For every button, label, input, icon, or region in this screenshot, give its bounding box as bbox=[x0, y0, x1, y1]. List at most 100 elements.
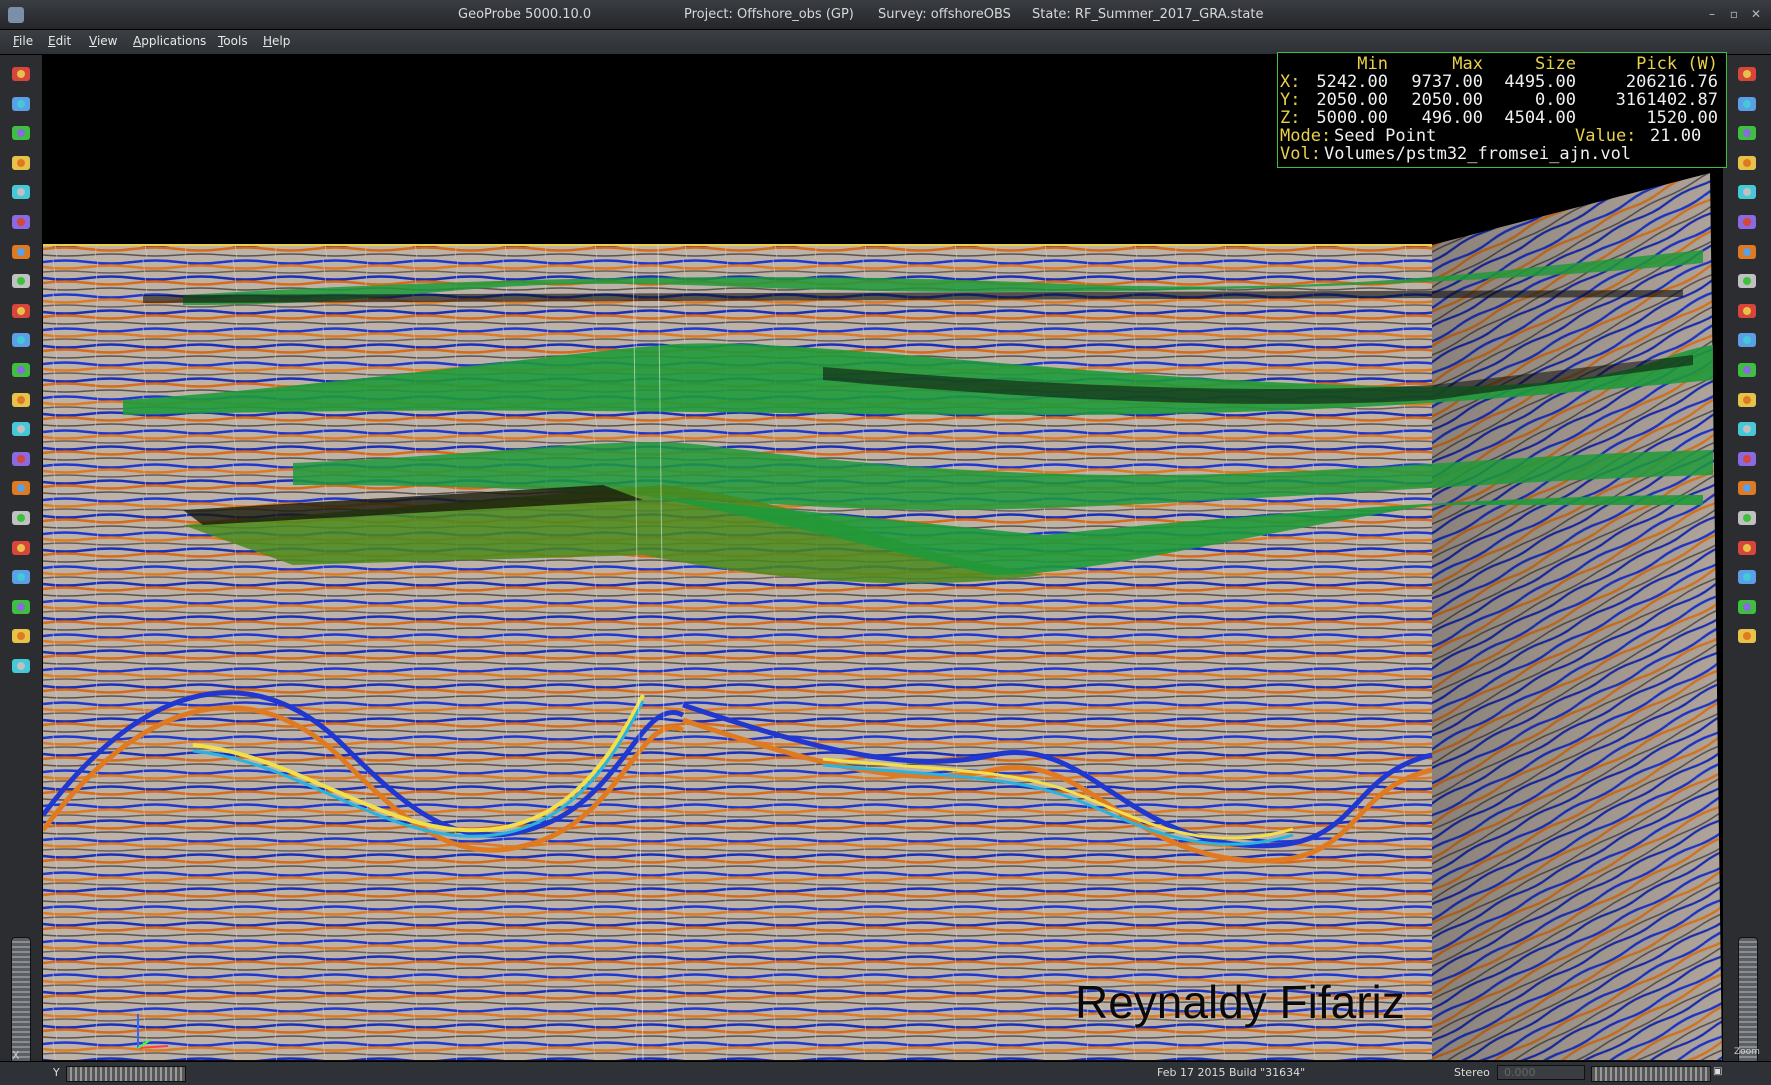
z-pick: 1520.00 bbox=[1646, 108, 1718, 128]
z-axis-label: Z: bbox=[1280, 108, 1301, 128]
blue1-icon[interactable] bbox=[1735, 476, 1759, 500]
menu-edit[interactable]: Edit bbox=[48, 34, 72, 48]
vol-value: Volumes/pstm32_fromsei_ajn.vol bbox=[1324, 144, 1632, 164]
menu-file[interactable]: File bbox=[13, 34, 34, 48]
layers-icon[interactable] bbox=[9, 447, 33, 471]
y-pick: 3161402.87 bbox=[1615, 90, 1718, 110]
mode-value: Seed Point bbox=[1334, 126, 1437, 146]
pick-info-panel: Min Max Size Pick (W) X: 5242.00 9737.00… bbox=[1277, 52, 1727, 168]
menu-tools[interactable]: Tools bbox=[218, 34, 248, 48]
minimize-button[interactable]: – bbox=[1709, 7, 1715, 21]
home-icon[interactable] bbox=[9, 62, 33, 86]
red-circle-icon[interactable] bbox=[1735, 328, 1759, 352]
build-info: Feb 17 2015 Build "31634" bbox=[1157, 1066, 1306, 1079]
x-size: 4495.00 bbox=[1504, 72, 1576, 92]
no-icon[interactable] bbox=[1735, 299, 1759, 323]
x-axis-label: X: bbox=[1280, 72, 1301, 92]
menu-help[interactable]: Help bbox=[263, 34, 291, 48]
vol-label: Vol: bbox=[1280, 144, 1321, 164]
y-wheel-label: Y bbox=[53, 1066, 60, 1079]
x-max: 9737.00 bbox=[1411, 72, 1483, 92]
horizon-icon[interactable] bbox=[9, 240, 33, 264]
title-bar: GeoProbe 5000.10.0 Project: Offshore_obs… bbox=[0, 0, 1771, 30]
x-pick: 206216.76 bbox=[1625, 72, 1718, 92]
pick-icon[interactable] bbox=[9, 476, 33, 500]
header-pick: Pick (W) bbox=[1636, 54, 1718, 74]
mode-label: Mode: bbox=[1280, 126, 1332, 146]
glasses-icon[interactable] bbox=[1735, 269, 1759, 293]
tree-icon[interactable] bbox=[9, 121, 33, 145]
stereo-input[interactable]: 0.000 bbox=[1497, 1065, 1585, 1080]
x-min: 5242.00 bbox=[1316, 72, 1388, 92]
status-bar: Y Feb 17 2015 Build "31634" Stereo 0.000… bbox=[0, 1061, 1771, 1085]
plane-icon[interactable] bbox=[9, 388, 33, 412]
house-icon[interactable] bbox=[1735, 151, 1759, 175]
y-rotation-slider[interactable] bbox=[66, 1066, 186, 1082]
stereo-slider[interactable] bbox=[1591, 1066, 1711, 1082]
menu-bar: File Edit View Applications Tools Help bbox=[0, 30, 1771, 55]
cube-icon[interactable] bbox=[9, 180, 33, 204]
cube-alt-icon[interactable] bbox=[9, 210, 33, 234]
grid-icon[interactable] bbox=[9, 151, 33, 175]
people-icon[interactable] bbox=[9, 536, 33, 560]
zoom-wheel[interactable] bbox=[1738, 937, 1758, 1064]
header-min: Min bbox=[1357, 54, 1388, 74]
z-min: 5000.00 bbox=[1316, 108, 1388, 128]
pencil-icon[interactable] bbox=[1735, 121, 1759, 145]
app-title: GeoProbe 5000.10.0 bbox=[458, 7, 592, 22]
close-button[interactable]: ✕ bbox=[1750, 7, 1762, 21]
left-toolbar bbox=[0, 55, 43, 1065]
project-label: Project: Offshore_obs (GP) bbox=[684, 7, 854, 22]
app-icon[interactable] bbox=[8, 7, 24, 23]
book-icon[interactable] bbox=[1735, 624, 1759, 648]
survey-label: Survey: offshoreOBS bbox=[878, 7, 1011, 22]
z-size: 4504.00 bbox=[1504, 108, 1576, 128]
stereo-label: Stereo bbox=[1454, 1066, 1490, 1079]
chart-icon[interactable] bbox=[9, 654, 33, 678]
stack-icon[interactable] bbox=[9, 624, 33, 648]
blue4-icon[interactable] bbox=[1735, 595, 1759, 619]
maximize-button[interactable]: ▫ bbox=[1729, 7, 1739, 21]
pin-icon[interactable] bbox=[1735, 417, 1759, 441]
blue3-icon[interactable] bbox=[1735, 536, 1759, 560]
surface-icon[interactable] bbox=[9, 328, 33, 352]
menu-view[interactable]: View bbox=[89, 34, 118, 48]
value-value: 21.00 bbox=[1650, 126, 1702, 146]
menu-applications[interactable]: Applications bbox=[133, 34, 207, 48]
y-min: 2050.00 bbox=[1316, 90, 1388, 110]
y-max: 2050.00 bbox=[1411, 90, 1483, 110]
right-toolbar bbox=[1722, 55, 1771, 1065]
cd-icon[interactable] bbox=[1735, 358, 1759, 382]
select-icon[interactable] bbox=[1735, 92, 1759, 116]
header-max: Max bbox=[1452, 54, 1483, 74]
slider-end-icon[interactable]: ▣ bbox=[1713, 1066, 1723, 1077]
grid2-icon[interactable] bbox=[1735, 565, 1759, 589]
state-label: State: RF_Summer_2017_GRA.state bbox=[1032, 7, 1264, 22]
watermark-text: Reynaldy Fifariz bbox=[1075, 976, 1405, 1028]
hand-icon[interactable] bbox=[1735, 62, 1759, 86]
fault-icon[interactable] bbox=[9, 299, 33, 323]
house2-icon[interactable] bbox=[1735, 180, 1759, 204]
seismic-section bbox=[43, 173, 1722, 1060]
triangle-icon[interactable] bbox=[9, 565, 33, 589]
x-rotation-wheel[interactable] bbox=[11, 937, 31, 1064]
points-icon[interactable] bbox=[9, 269, 33, 293]
box-icon[interactable] bbox=[1735, 240, 1759, 264]
value-label: Value: bbox=[1575, 126, 1637, 146]
globe-icon[interactable] bbox=[1735, 447, 1759, 471]
save-icon[interactable] bbox=[9, 92, 33, 116]
well-icon[interactable] bbox=[9, 417, 33, 441]
disk-icon[interactable] bbox=[1735, 388, 1759, 412]
wave-icon[interactable] bbox=[9, 358, 33, 382]
blue2-icon[interactable] bbox=[1735, 506, 1759, 530]
z-icon[interactable] bbox=[9, 506, 33, 530]
zoom-label: Zoom bbox=[1734, 1047, 1760, 1057]
y-axis-label: Y: bbox=[1280, 90, 1301, 110]
window-icon[interactable] bbox=[9, 595, 33, 619]
seismic-3d-viewport[interactable] bbox=[43, 55, 1722, 1060]
z-max: 496.00 bbox=[1421, 108, 1483, 128]
y-size: 0.00 bbox=[1535, 90, 1576, 110]
x-wheel-label: X bbox=[12, 1049, 20, 1062]
gear-icon[interactable] bbox=[1735, 210, 1759, 234]
axis-triad bbox=[137, 1014, 169, 1049]
